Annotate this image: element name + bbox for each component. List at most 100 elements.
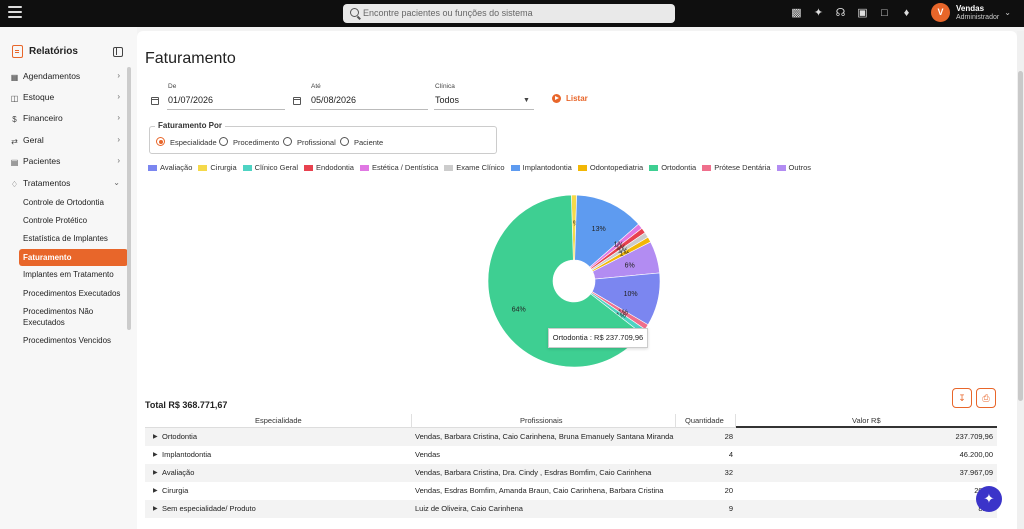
radio-paciente[interactable] <box>340 137 349 146</box>
sidebar-item-agendamentos[interactable]: ▦ Agendamentos › <box>10 69 122 83</box>
legend-item[interactable]: Implantodontia <box>510 163 572 172</box>
expand-row-icon[interactable]: ▶ <box>153 470 158 476</box>
legend-label: Implantodontia <box>522 163 572 172</box>
column-header-quantidade[interactable]: Quantidade <box>685 416 724 425</box>
radio-label-paciente[interactable]: Paciente <box>354 138 384 147</box>
sidebar-subitem-faturamento[interactable]: Faturamento <box>19 249 128 266</box>
table-row[interactable]: ▶ Ortodontia Vendas, Barbara Cristina, Cai… <box>145 428 997 446</box>
column-header-especialidade[interactable]: Especialidade <box>255 416 302 425</box>
headset-icon[interactable]: ☊ <box>835 7 846 19</box>
legend-item[interactable]: Prótese Dentária <box>702 163 771 172</box>
sidebar-subitem-procedimentos-nao-executados[interactable]: Procedimentos Não <box>23 307 94 316</box>
clinica-label: Clínica <box>435 83 455 90</box>
message-icon[interactable]: □ <box>881 7 888 19</box>
sidebar-subitem-implantes-tratamento[interactable]: Implantes em Tratamento <box>23 270 114 279</box>
radio-label-especialidade[interactable]: Especialidade <box>170 138 217 147</box>
sidebar-item-estoque[interactable]: ◫ Estoque › <box>10 90 122 104</box>
listar-button[interactable]: Listar <box>566 94 588 103</box>
legend-swatch <box>304 164 314 171</box>
table-row[interactable]: ▶ Avaliação Vendas, Barbara Cristina, Dra.… <box>145 464 997 482</box>
sidebar-subitem-procedimentos-nao-executados-2[interactable]: Executados <box>23 318 65 327</box>
bell-icon[interactable]: ♦ <box>903 7 910 19</box>
sidebar-item-geral[interactable]: ⇄ Geral › <box>10 133 122 147</box>
legend-item[interactable]: Estética / Dentística <box>359 163 438 172</box>
calendar-icon[interactable] <box>151 97 159 105</box>
pie-slice-label: 64% <box>512 307 526 314</box>
de-field[interactable]: 01/07/2026 <box>168 95 214 105</box>
expand-row-icon[interactable]: ▶ <box>153 452 158 458</box>
legend-label: Cirurgia <box>210 163 237 172</box>
expand-row-icon[interactable]: ▶ <box>153 488 158 494</box>
table-row[interactable]: ▶ Implantodontia Vendas 4 46.200,00 <box>145 446 997 464</box>
legend-label: Avaliação <box>160 163 193 172</box>
legend-item[interactable]: Endodontia <box>304 163 354 172</box>
cell-quantidade: 4 <box>728 450 733 459</box>
legend-label: Prótese Dentária <box>714 163 771 172</box>
radio-especialidade[interactable] <box>156 137 165 146</box>
column-separator <box>735 414 736 428</box>
column-header-profissionais[interactable]: Profissionais <box>520 416 563 425</box>
cell-profissionais: Vendas, Barbara Cristina, Dra. Cindy , E… <box>415 468 652 477</box>
pie-slice-implantodontia[interactable] <box>574 194 639 268</box>
radio-label-profissional[interactable]: Profissional <box>297 138 336 147</box>
legend-item[interactable]: Exame Clínico <box>444 163 505 172</box>
sidebar-subitem-procedimentos-vencidos[interactable]: Procedimentos Vencidos <box>23 336 112 345</box>
download-button[interactable]: ↧ <box>952 388 972 408</box>
play-icon[interactable] <box>552 94 561 103</box>
sidebar-subitem-estatistica-implantes[interactable]: Estatística de Implantes <box>23 234 108 243</box>
legend-swatch <box>198 164 208 171</box>
table-row[interactable]: ▶ Cirurgia Vendas, Esdras Bomfim, Amanda B… <box>145 482 997 500</box>
cell-profissionais: Vendas, Esdras Bomfim, Amanda Braun, Cai… <box>415 486 664 495</box>
sidebar-subitem-procedimentos-executados[interactable]: Procedimentos Executados <box>23 289 121 298</box>
chevron-down-icon[interactable]: ▼ <box>523 97 530 104</box>
pie-slice-label: 10% <box>624 291 638 298</box>
table-row[interactable]: ▶ Sem especialidade/ Produto Luiz de Olive… <box>145 500 997 518</box>
report-icon <box>12 45 23 58</box>
video-icon[interactable]: ▩ <box>791 7 802 19</box>
pie-chart: 1%13%1%1%1%1%6%10%1%1%64% <box>487 194 661 368</box>
legend-item[interactable]: Cirurgia <box>198 163 237 172</box>
column-header-valor[interactable]: Valor R$ <box>852 416 881 425</box>
radio-label-procedimento[interactable]: Procedimento <box>233 138 280 147</box>
sidebar-item-label: Tratamentos <box>23 178 71 188</box>
chat-add-icon[interactable]: ▣ <box>857 7 868 19</box>
sidebar-item-pacientes[interactable]: ▤ Pacientes › <box>10 154 122 168</box>
clinica-select[interactable]: Todos <box>435 95 460 105</box>
collapse-sidebar-icon[interactable] <box>113 47 123 57</box>
sidebar-item-label: Pacientes <box>23 156 61 166</box>
radio-profissional[interactable] <box>283 137 292 146</box>
legend-item[interactable]: Ortodontia <box>649 163 696 172</box>
legend-item[interactable]: Clínico Geral <box>242 163 298 172</box>
legend-label: Exame Clínico <box>456 163 505 172</box>
sparkle-icon[interactable]: ✦ <box>813 7 824 19</box>
sidebar-item-financeiro[interactable]: $ Financeiro › <box>10 111 122 125</box>
main-scrollbar[interactable] <box>1017 31 1024 529</box>
pie-slice-label: 6% <box>625 262 635 269</box>
pie-slice-ortodontia[interactable] <box>487 194 643 368</box>
sidebar-item-tratamentos[interactable]: ♢ Tratamentos ⌄ <box>10 176 122 190</box>
sidebar-subitem-controle-ortodontia[interactable]: Controle de Ortodontia <box>23 198 104 207</box>
sidebar-title: Relatórios <box>29 46 78 57</box>
de-underline <box>167 109 285 110</box>
sidebar-scrollbar[interactable] <box>127 67 131 330</box>
expand-row-icon[interactable]: ▶ <box>153 434 158 440</box>
assistant-fab-button[interactable]: ✦ <box>976 486 1002 512</box>
user-menu[interactable]: V Vendas Administrador ⌄ <box>927 2 1015 24</box>
ate-field[interactable]: 05/08/2026 <box>311 95 357 105</box>
sidebar-subitem-controle-protetico[interactable]: Controle Protético <box>23 216 88 225</box>
cell-especialidade: Ortodontia <box>162 432 198 441</box>
calendar-icon[interactable] <box>293 97 301 105</box>
radio-procedimento[interactable] <box>219 137 228 146</box>
legend-item[interactable]: Avaliação <box>148 163 192 172</box>
cell-especialidade: Implantodontia <box>162 450 212 459</box>
cell-especialidade: Avaliação <box>162 468 195 477</box>
legend-swatch <box>148 164 157 171</box>
menu-icon[interactable] <box>8 6 22 20</box>
total-value: Total R$ 368.771,67 <box>145 400 228 410</box>
print-button[interactable]: ⎙ <box>976 388 996 408</box>
legend-item[interactable]: Outros <box>776 163 811 172</box>
expand-row-icon[interactable]: ▶ <box>153 506 158 512</box>
calendar-icon: ▦ <box>10 73 19 82</box>
legend-item[interactable]: Odontopediatria <box>577 163 643 172</box>
search-input[interactable]: Encontre pacientes ou funções do sistema <box>343 4 675 23</box>
